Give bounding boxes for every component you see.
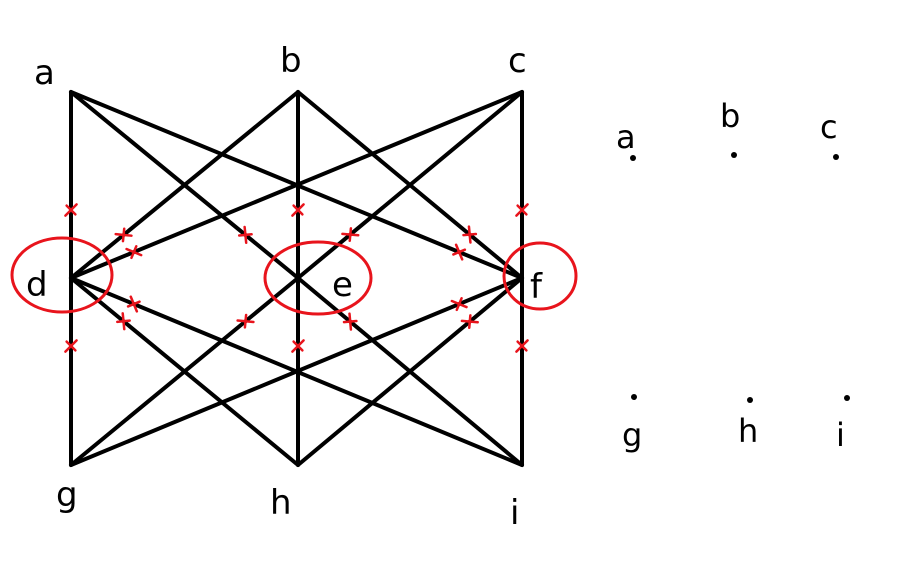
vertex-label-layer: a b c d e f g h i [26,41,543,533]
cross-mark-f-c [515,203,529,217]
highlight-ring-e [263,240,373,316]
remaining-vertex-label-i: i [836,416,845,454]
vertex-label-g: g [56,475,78,515]
remaining-vertex-dot-a [630,155,636,161]
vertex-label-e: e [332,265,353,305]
remaining-vertex-label-a: a [616,118,636,156]
remaining-vertex-label-c: c [820,108,838,146]
vertex-label-c: c [508,41,527,81]
cross-mark-d-b [114,227,133,243]
edge-b-d [69,90,300,280]
remaining-vertex-dot-i [844,395,850,401]
vertex-label-b: b [280,41,302,81]
remaining-vertex-dot-h [747,397,753,403]
edge-h-d [69,276,300,467]
remaining-vertex-dot-g [631,394,637,400]
vertex-label-f: f [530,267,543,307]
remaining-vertex-label-b: b [720,97,740,135]
edge-c-d [69,90,524,280]
cross-mark-f-h [460,314,479,330]
vertex-label-d: d [26,265,48,305]
vertex-label-h: h [270,483,292,523]
edge-i-e [296,276,524,467]
cross-mark-e-i [342,312,358,331]
edge-c-e [296,90,524,280]
vertex-label-a: a [34,53,55,93]
highlight-ring-f [502,241,578,311]
highlight-ring-layer [10,236,578,316]
cross-mark-d-i [126,295,141,313]
remaining-vertex-label-g: g [622,416,642,454]
edge-i-d [69,276,524,467]
remaining-vertex-dot-c [833,154,839,160]
vertex-label-i: i [510,493,519,533]
remaining-graph: a b c g h i [616,97,850,454]
cross-mark-e-a [237,225,253,245]
remaining-vertex-dot-b [731,152,737,158]
cross-mark-e-h [291,339,305,353]
cross-mark-d-g [64,339,78,353]
cross-mark-e-b [291,203,305,217]
cross-mark-d-h [116,312,131,331]
cross-mark-f-g [450,297,468,312]
cross-mark-d-a [64,203,78,217]
cross-mark-f-i [515,339,529,353]
cross-mark-e-c [341,227,360,243]
cross-mark-f-a [452,243,467,261]
cross-mark-d-c [125,245,143,260]
remaining-vertex-label-h: h [738,412,758,450]
cross-mark-layer [64,203,529,353]
cross-mark-e-g [236,313,255,329]
highlight-ring-d [10,236,114,314]
edge-layer [69,90,524,467]
cross-mark-f-b [462,225,478,244]
